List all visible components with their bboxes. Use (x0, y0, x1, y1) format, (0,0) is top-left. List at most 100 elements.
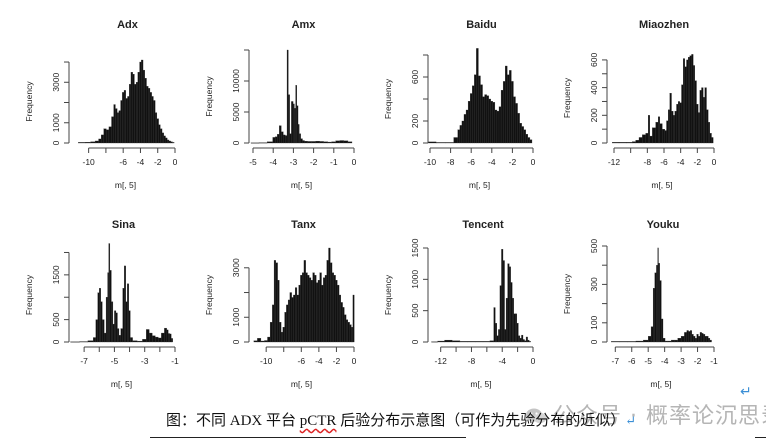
histogram-bars (427, 48, 533, 144)
x-axis: -7 -5 -3 -1 m[, 5] (80, 346, 179, 389)
x-tick-label: -10 (260, 356, 273, 366)
caption-suffix: 后验分布示意图（可作为先验分布的近似） (336, 413, 626, 429)
x-tick-label: -5 (644, 356, 652, 366)
x-tick-label: -4 (661, 356, 669, 366)
y-tick-label: 300 (589, 277, 599, 291)
x-tick-label: 0 (531, 157, 536, 167)
x-axis: -12 -8 -4 0 m[, 5] (435, 346, 536, 389)
x-tick-label: -4 (269, 157, 277, 167)
y-axis-label: Frequency (562, 77, 572, 118)
panel-title: Tanx (291, 219, 317, 231)
x-tick-label: -10 (424, 157, 437, 167)
y-tick-label: 500 (589, 239, 599, 253)
y-tick-label: 1500 (51, 265, 61, 284)
y-tick-label: 0 (231, 140, 241, 145)
y-tick-label: 5000 (231, 102, 241, 121)
x-tick-label: -3 (290, 157, 298, 167)
wechat-icon (526, 408, 547, 424)
x-tick-label: 0 (712, 157, 717, 167)
x-tick-label: -3 (677, 356, 685, 366)
x-tick-label: -5 (111, 356, 119, 366)
x-tick-label: 0 (352, 157, 357, 167)
y-tick-label: 3000 (231, 258, 241, 277)
watermark: 公众号 · 概率论沉思录 (525, 398, 766, 430)
y-axis-label: Frequency (383, 78, 393, 119)
x-tick-label: -8 (468, 356, 476, 366)
return-mark: ↵ (740, 383, 752, 399)
panel-title: Adx (117, 19, 139, 31)
bottom-rule (150, 437, 466, 438)
y-tick-label: 200 (410, 114, 420, 128)
panel-title: Amx (292, 19, 317, 31)
y-axis-label: Frequency (383, 274, 393, 315)
y-tick-label: 0 (589, 339, 599, 344)
panel-title: Sina (112, 219, 136, 231)
x-tick-label: -2 (154, 157, 162, 167)
y-tick-label: 1000 (51, 113, 61, 132)
histogram-panel-tencent: Tencent -12 -8 -4 0 m[, 5] 0 500 1000 1500 Frequen… (383, 219, 536, 389)
histogram-bars (431, 249, 531, 343)
y-tick-label: 10000 (231, 69, 241, 93)
x-axis: -5 -4 -3 -2 -1 0 m[, 5] (249, 147, 357, 190)
caption-prefix: 图：不同 ADX 平台 (166, 413, 300, 429)
x-axis: -10 -6 -4 -2 0 m[, 5] (260, 346, 357, 389)
x-tick-label: -6 (119, 157, 127, 167)
y-tick-label: 0 (231, 339, 241, 344)
x-axis: -10 -8 -6 -4 -2 0 m[, 5] (424, 147, 536, 190)
histogram-bars (70, 243, 173, 343)
x-tick-label: -6 (298, 356, 306, 366)
y-tick-label: 100 (589, 315, 599, 329)
x-tick-label: -2 (509, 157, 517, 167)
y-axis-label: Frequency (24, 274, 34, 315)
caption-return-mark: ↵ (625, 413, 637, 428)
y-tick-label: 3000 (51, 73, 61, 92)
x-tick-label: -6 (660, 157, 668, 167)
y-axis-label: Frequency (24, 81, 34, 122)
histogram-panel-adx: Adx -10 -6 -4 -2 0 m[, 5] 0 1000 3000 Frequency (24, 19, 178, 190)
y-axis: 0 200 600 Frequency (383, 54, 429, 145)
y-tick-label: 1000 (231, 308, 241, 327)
x-tick-label: -4 (488, 157, 496, 167)
x-tick-label: 0 (531, 356, 536, 366)
x-axis-label: m[, 5] (651, 180, 672, 190)
x-tick-label: -8 (644, 157, 652, 167)
y-tick-label: 200 (589, 108, 599, 122)
histogram-bars (612, 54, 714, 144)
y-axis-label: Frequency (204, 76, 214, 117)
x-tick-label: -4 (315, 356, 323, 366)
x-axis-label: m[, 5] (469, 180, 490, 190)
histogram-bars (250, 49, 353, 144)
x-axis-label: m[, 5] (650, 379, 671, 389)
x-tick-label: -1 (171, 356, 179, 366)
y-tick-label: 400 (589, 80, 599, 94)
y-tick-label: 0 (410, 339, 420, 344)
x-tick-label: 0 (173, 157, 178, 167)
x-tick-label: -1 (710, 356, 718, 366)
y-axis: 0 1000 3000 Frequency (204, 258, 250, 344)
y-axis: 0 500 1000 1500 Frequency (383, 238, 429, 344)
histogram-panel-miaozhen: Miaozhen -12 -8 -6 -4 -2 0 m[, 5] 0 200 400 600 Freq… (562, 19, 717, 190)
panel-title: Tencent (462, 219, 504, 231)
x-tick-label: -12 (435, 356, 448, 366)
caption-pctr: pCTR (299, 413, 337, 429)
histogram-bars (78, 59, 175, 144)
histogram-panel-amx: Amx -5 -4 -3 -2 -1 0 m[, 5] 0 5000 10000 Frequency (204, 19, 357, 190)
x-axis: -12 -8 -6 -4 -2 0 m[, 5] (608, 147, 717, 190)
x-tick-label: -6 (628, 356, 636, 366)
histogram-panel-sina: Sina -7 -5 -3 -1 m[, 5] 0 500 1500 Frequency (24, 219, 179, 389)
y-tick-label: 500 (51, 312, 61, 326)
panel-title: Youku (647, 219, 680, 231)
x-axis-label: m[, 5] (115, 180, 136, 190)
x-axis-label: m[, 5] (291, 180, 312, 190)
x-axis: -10 -6 -4 -2 0 m[, 5] (82, 147, 178, 190)
x-tick-label: -4 (498, 356, 506, 366)
bottom-rule-right (755, 437, 766, 438)
x-tick-label: -8 (447, 157, 455, 167)
histogram-grid-figure: Adx-10 -6 -4 -2 0m[, 5]010003000FrequencyAmx… (24, 19, 718, 389)
y-axis: 0 100 300 500 Frequency (562, 239, 608, 344)
histogram-panel-youku: Youku -7 -6 -5 -4 -3 -2 -1 m[, 5] 0 100 300 500 Frequ… (562, 219, 718, 389)
x-tick-label: -6 (467, 157, 475, 167)
x-tick-label: -10 (82, 157, 95, 167)
y-tick-label: 600 (589, 53, 599, 67)
x-tick-label: -2 (694, 356, 702, 366)
